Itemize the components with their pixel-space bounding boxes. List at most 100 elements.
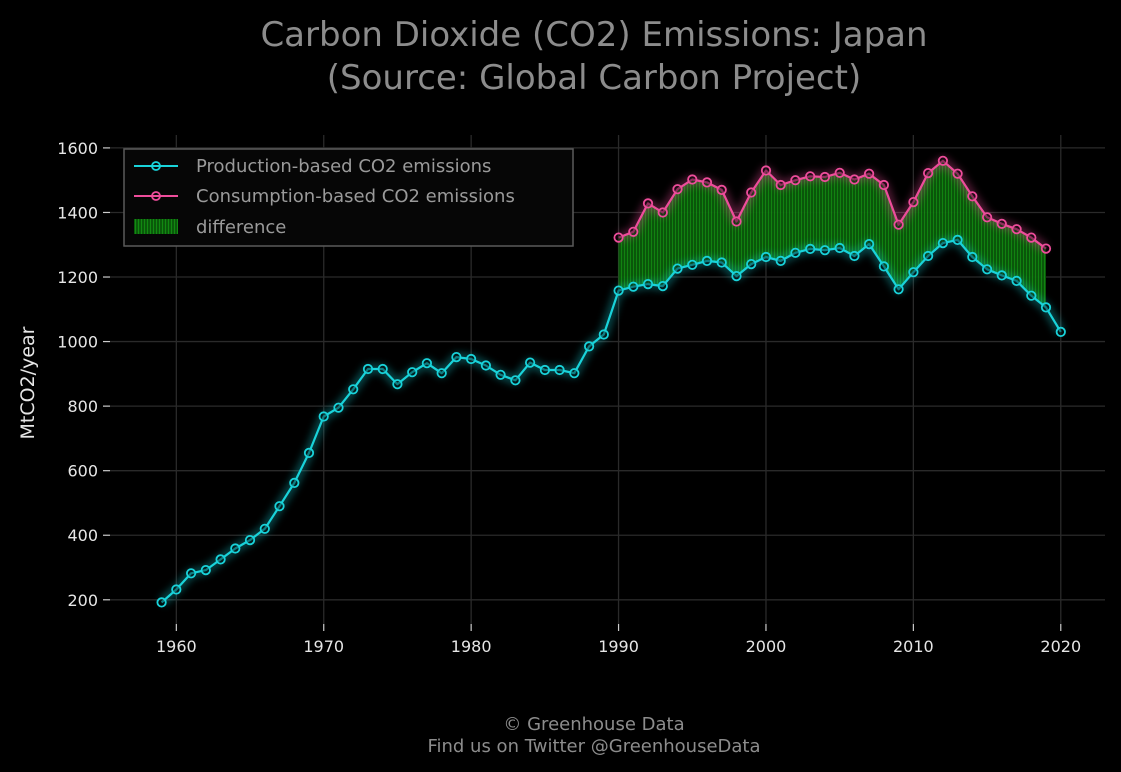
data-point-production [1055,326,1066,337]
data-point-production [922,250,934,262]
data-point-consumption [967,191,978,202]
y-tick-label: 1400 [57,203,98,222]
legend: Production-based CO2 emissions Consumpti… [123,148,574,247]
y-axis-label: MtCO2/year [17,326,39,439]
x-tick-label: 1990 [598,637,639,656]
data-point-consumption [908,197,919,208]
data-point-consumption [834,167,845,178]
data-point-production [451,351,462,363]
data-point-production [967,251,978,263]
data-point-production [510,375,521,386]
legend-swatch-difference [134,219,178,234]
data-point-production [539,364,551,376]
x-tick-label: 1960 [156,637,197,656]
data-point-production [200,564,211,576]
data-point-production [171,584,182,595]
y-tick-label: 200 [67,591,98,610]
data-point-production [436,368,447,379]
legend-box [123,148,574,247]
axis-ticks: 1960 1970 1980 1990 2000 2010 2020 200 400 600 800… [57,139,1081,656]
data-point-consumption [952,168,963,179]
chart-title-line1: Carbon Dioxide (CO2) Emissions: Japan [260,15,927,55]
x-tick-label: 1970 [303,637,344,656]
data-point-consumption [819,171,831,183]
data-point-production [554,364,565,376]
footer-copyright: © Greenhouse Data [503,714,684,735]
data-point-production [628,281,639,292]
y-tick-label: 1600 [57,139,98,158]
data-point-production [893,284,904,295]
x-tick-label: 2020 [1040,637,1081,656]
data-point-production [716,257,727,268]
y-tick-label: 1200 [57,268,98,287]
legend-label-difference: difference [196,217,286,238]
data-point-consumption [805,171,816,182]
footer-twitter: Find us on Twitter @GreenhouseData [427,736,760,757]
data-point-consumption [1011,224,1022,235]
data-point-consumption [642,198,654,209]
data-point-production [834,242,845,254]
data-point-consumption [878,179,890,191]
data-point-consumption [628,226,639,237]
data-point-consumption [922,168,934,179]
data-point-production [996,270,1007,281]
data-point-production [731,270,742,282]
data-point-production [289,477,300,488]
data-point-production [392,379,403,390]
data-point-consumption [849,174,860,185]
data-point-production [569,368,580,379]
x-tick-label: 2000 [746,637,787,656]
data-point-production [244,534,256,546]
data-point-production [805,243,816,254]
difference-area [618,160,1046,308]
data-point-consumption [1026,232,1037,243]
legend-marker-production [151,161,161,171]
data-point-production [495,369,506,380]
data-point-consumption [790,175,801,186]
data-point-consumption [775,179,786,191]
data-point-production [701,255,713,266]
data-point-production [186,568,197,579]
series-lines [156,155,1066,608]
x-tick-label: 2010 [893,637,934,656]
data-point-production [672,263,683,274]
data-point-production [687,259,698,270]
data-point-consumption [613,232,624,243]
data-point-production [952,234,963,245]
data-point-production [156,597,167,608]
data-point-consumption [731,216,742,227]
data-point-production [348,384,359,395]
data-point-production [480,360,491,371]
data-point-production [790,247,801,258]
data-point-production [215,554,226,565]
data-point-production [524,357,536,368]
chart-title-line2: (Source: Global Carbon Project) [327,58,861,98]
series-glow-production [158,235,1065,606]
data-point-production [583,341,595,352]
data-point-consumption [996,218,1007,229]
data-point-production [407,367,418,378]
data-point-production [863,239,875,250]
y-tick-label: 600 [67,462,98,481]
data-point-production [1011,275,1022,286]
data-point-production [642,278,654,290]
data-point-consumption [760,165,772,176]
data-point-production [760,251,772,263]
data-point-production [937,238,949,249]
data-point-production [333,402,344,413]
legend-label-consumption: Consumption-based CO2 emissions [196,186,515,207]
data-point-consumption [687,174,698,185]
series-line-production [160,238,1062,604]
data-point-consumption [672,184,683,195]
data-point-production [657,280,668,292]
data-point-consumption [1040,243,1052,254]
data-point-production [981,264,993,275]
data-point-consumption [893,219,904,230]
data-point-consumption [863,168,875,179]
data-point-production [613,285,624,296]
data-point-production [849,250,860,262]
data-point-production [377,363,388,375]
data-point-production [1026,290,1037,301]
y-tick-label: 1000 [57,333,98,352]
